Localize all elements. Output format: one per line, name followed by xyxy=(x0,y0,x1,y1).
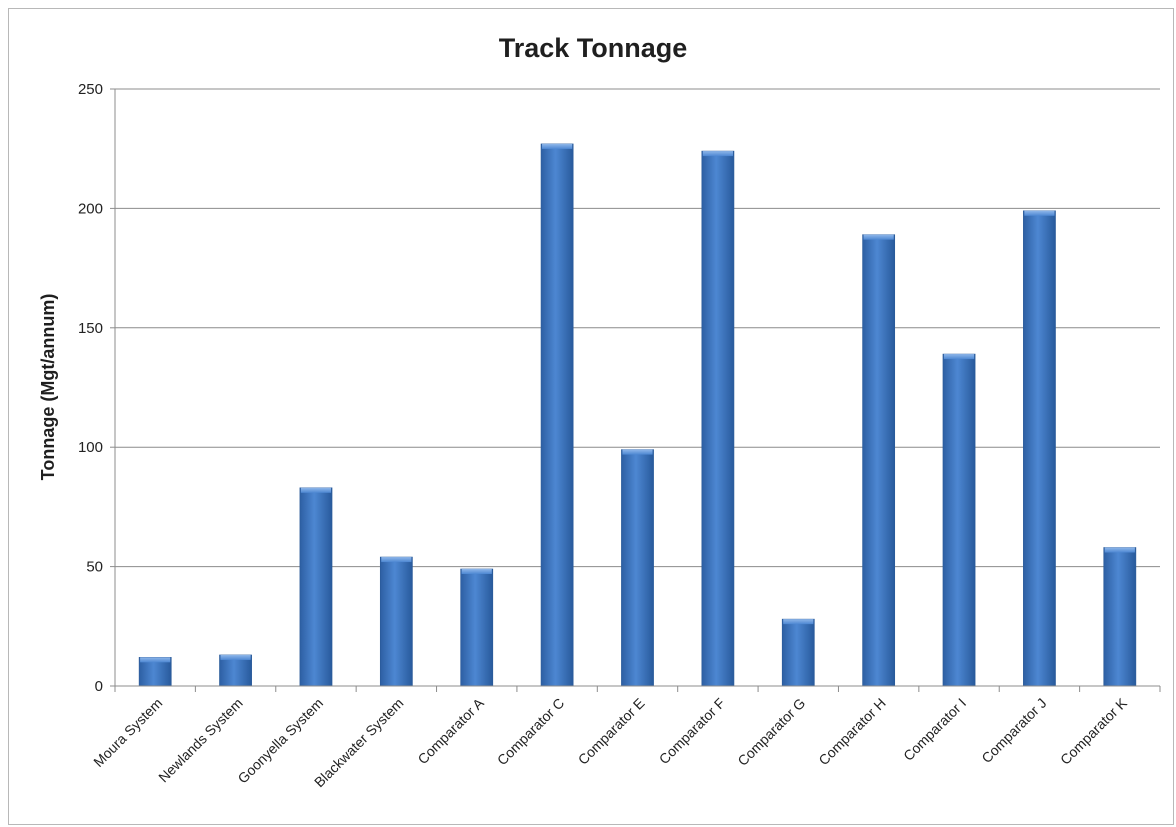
bar xyxy=(460,568,494,687)
bar xyxy=(1023,210,1056,687)
x-tick-label: Comparator K xyxy=(1057,694,1130,767)
bar-highlight xyxy=(461,568,492,574)
x-tick-label: Blackwater System xyxy=(311,695,406,790)
bar xyxy=(1103,547,1137,687)
y-tick-label: 0 xyxy=(95,678,103,695)
bar xyxy=(299,487,333,687)
x-tick-label: Comparator A xyxy=(414,694,487,767)
y-tick-label: 200 xyxy=(78,200,103,217)
bar xyxy=(621,449,654,687)
bar-highlight xyxy=(622,449,653,455)
bar xyxy=(942,353,976,687)
x-tick-label: Comparator C xyxy=(494,695,567,768)
bar-highlight xyxy=(702,151,733,157)
x-tick-label: Newlands System xyxy=(155,695,246,786)
bar xyxy=(862,234,896,687)
y-tick-label: 250 xyxy=(78,81,103,98)
chart-title: Track Tonnage xyxy=(499,33,688,63)
bar-highlight xyxy=(220,654,251,660)
bar-highlight xyxy=(300,487,332,493)
bar xyxy=(701,150,735,687)
y-axis-label: Tonnage (Mgt/annum) xyxy=(38,294,58,481)
x-tick-label: Comparator F xyxy=(656,695,728,767)
bars xyxy=(138,143,1137,687)
x-tick-label: Comparator G xyxy=(734,695,808,769)
y-tick-label: 150 xyxy=(78,320,103,337)
bar-highlight xyxy=(943,354,975,360)
bar-highlight xyxy=(1024,210,1055,216)
x-tick-label: Comparator E xyxy=(575,695,648,768)
x-tick-label: Moura System xyxy=(90,695,165,770)
x-tick-label: Goonyella System xyxy=(234,695,326,787)
bar-highlight xyxy=(783,619,814,625)
x-tick-label: Comparator I xyxy=(900,695,969,764)
bar-highlight xyxy=(1104,547,1135,553)
y-tick-label: 50 xyxy=(86,559,103,576)
bar-highlight xyxy=(542,143,573,149)
bar xyxy=(379,556,413,687)
x-tick-label: Comparator H xyxy=(815,695,888,768)
bar-highlight xyxy=(863,234,894,240)
chart-frame xyxy=(8,8,1174,825)
y-tick-label: 100 xyxy=(78,439,103,456)
bar-highlight xyxy=(381,557,412,563)
axes xyxy=(110,88,1161,692)
bar-highlight xyxy=(140,657,171,663)
x-tick-label: Comparator J xyxy=(978,695,1049,766)
bar xyxy=(540,143,574,687)
bar xyxy=(781,618,815,687)
gridlines xyxy=(115,88,1160,568)
y-tick-labels: 0 50 100 150 200 250 xyxy=(78,81,103,695)
